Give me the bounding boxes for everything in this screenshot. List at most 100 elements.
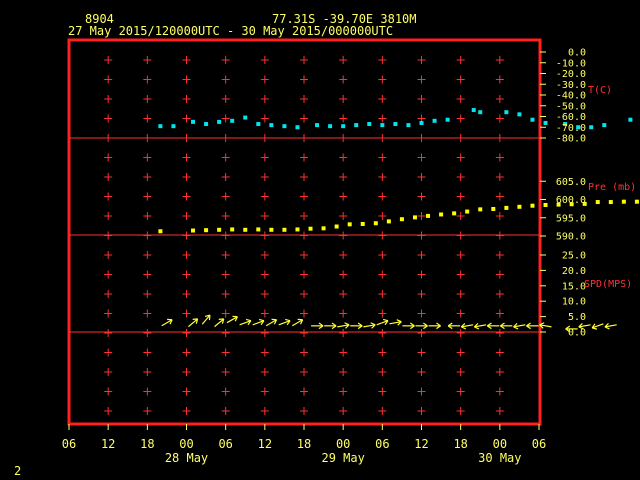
pressure-point [191, 228, 196, 233]
wind-arrow [252, 318, 265, 326]
pressure-point [158, 229, 163, 234]
pressure-point [452, 211, 457, 216]
pressure-point [347, 222, 352, 227]
wind-arrow [278, 318, 291, 326]
pressure-point [282, 227, 287, 232]
pressure-point [217, 227, 222, 232]
wind-arrow [214, 318, 225, 328]
pressure-point [478, 207, 483, 212]
wind-arrow [389, 319, 402, 326]
y-tick-label: -40.0 [556, 91, 586, 102]
pressure-point [230, 227, 235, 232]
y-tick-label: -70.0 [556, 123, 586, 134]
page-number: 2 [14, 464, 21, 478]
temperature-point [445, 117, 450, 122]
axis-labels: 06 12 18 00 06 12 18 00 06 12 18 00 06 28 May 29 May 30… [62, 48, 586, 466]
y-tick-label: -30.0 [556, 80, 586, 91]
wind-arrow [415, 322, 428, 330]
y-tick-label: -10.0 [556, 58, 586, 69]
y-tick-label: -50.0 [556, 101, 586, 112]
temperature-point [256, 122, 261, 127]
temperature-point [230, 118, 235, 123]
pressure-point [269, 227, 274, 232]
y-tick-label: 15.0 [562, 281, 586, 292]
wind-arrow [291, 318, 304, 327]
y-tick-label: 590.0 [556, 232, 586, 243]
y-tick-label: 5.0 [568, 312, 586, 323]
temperature-point [204, 122, 209, 127]
temperature-point [269, 123, 274, 128]
pressure-point [373, 221, 378, 226]
x-tick-label: 06 [62, 437, 76, 451]
temperature-point [432, 118, 437, 123]
pressure-point [256, 227, 261, 232]
wind-speed-title: SPD(MPS) [584, 279, 632, 290]
wind-arrow [500, 322, 513, 330]
pressure-point [634, 199, 639, 204]
x-tick-label: 12 [258, 437, 272, 451]
pressure-point [491, 206, 496, 211]
x-tick-label: 18 [297, 437, 311, 451]
x-tick-label: 18 [453, 437, 467, 451]
wind-arrow [428, 322, 441, 330]
wind-arrow [201, 314, 211, 325]
wind-arrow [324, 322, 337, 330]
pressure-title: Pre (mb) [588, 182, 636, 193]
y-tick-label: 0.0 [568, 48, 586, 59]
pressure-point [439, 212, 444, 217]
pressure-point [399, 217, 404, 222]
temperature-point [393, 122, 398, 127]
x-tick-label: 06 [532, 437, 546, 451]
temperature-point [380, 123, 385, 128]
wind-arrow [311, 322, 324, 330]
pressure-point [334, 224, 339, 229]
x-tick-label: 18 [140, 437, 154, 451]
pressure-point [582, 201, 587, 206]
temperature-point [217, 119, 222, 124]
pressure-point [530, 203, 535, 208]
x-tick-label: 12 [101, 437, 115, 451]
temperature-point [478, 110, 483, 115]
temperature-point [530, 117, 535, 122]
wind-arrow [239, 318, 252, 326]
y-tick-label: -20.0 [556, 69, 586, 80]
x-tick-label: 06 [375, 437, 389, 451]
x-tick-label: 00 [179, 437, 193, 451]
temperature-point [543, 120, 548, 125]
y-tick-label: 10.0 [562, 297, 586, 308]
temperature-point [419, 120, 424, 125]
y-tick-label: 0.0 [568, 328, 586, 339]
temperature-point [191, 119, 196, 124]
temperature-point [354, 123, 359, 128]
wind-arrow [486, 322, 500, 330]
temperature-point [243, 115, 248, 120]
wind-arrow [539, 322, 552, 329]
temperature-point [406, 123, 411, 128]
temperature-point [602, 123, 607, 128]
temperature-point [367, 122, 372, 127]
station-id: 8904 [85, 12, 114, 26]
x-date-label: 30 May [478, 451, 521, 465]
pressure-point [308, 226, 313, 231]
x-tick-label: 00 [493, 437, 507, 451]
pressure-point [386, 219, 391, 224]
temperature-point [158, 124, 163, 129]
wind-arrow [447, 322, 461, 330]
pressure-point [360, 221, 365, 226]
temperature-point [589, 125, 594, 130]
temperature-point [471, 108, 476, 113]
pressure-point [608, 200, 613, 205]
temperature-point [504, 110, 509, 115]
wind-series [161, 314, 617, 333]
y-tick-label: 20.0 [562, 266, 586, 277]
wind-arrow [161, 318, 173, 327]
temperature-point [171, 124, 176, 129]
y-tick-label: 595.0 [556, 213, 586, 224]
x-tick-label: 00 [336, 437, 350, 451]
grid-layer [104, 56, 504, 415]
wind-arrow [578, 322, 591, 330]
wind-arrow [363, 322, 376, 329]
temperature-point [328, 124, 333, 129]
wind-arrow [526, 322, 539, 330]
temperature-point [563, 122, 568, 127]
